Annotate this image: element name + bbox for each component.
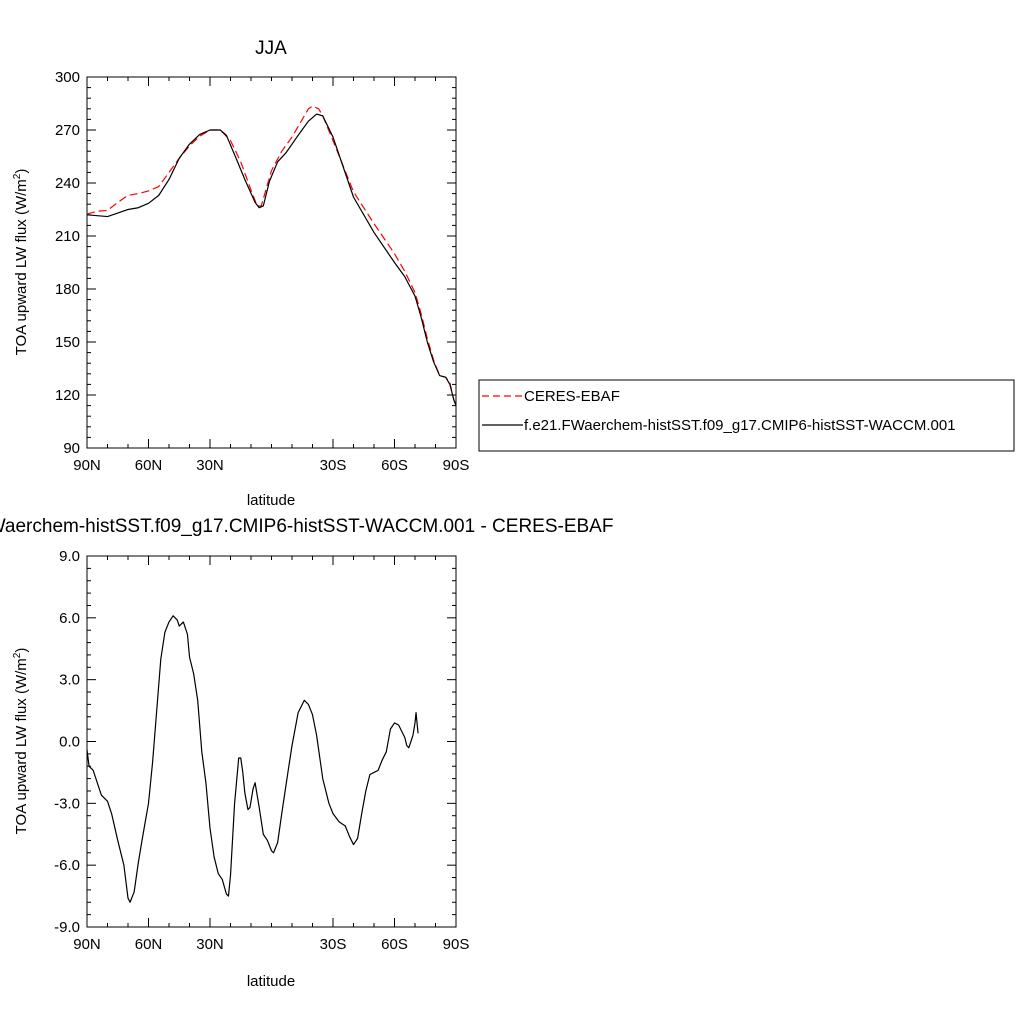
chart-bottom-series-line-0 <box>86 615 419 903</box>
y-tick-label: 90 <box>63 440 80 457</box>
chart-top-ylabel-sup: 2 <box>12 173 23 179</box>
x-tick-label: 30S <box>320 936 347 953</box>
chart-bottom-frame <box>86 555 457 928</box>
chart-bottom-lines <box>86 615 419 903</box>
chart-top-lines <box>86 105 457 406</box>
x-tick-label: 60N <box>135 457 163 474</box>
x-tick-label: 90S <box>443 936 470 953</box>
x-tick-label: 90N <box>73 936 101 953</box>
chart-bottom-ylabel-sup: 2 <box>12 652 23 658</box>
y-tick-label: 270 <box>55 122 80 139</box>
y-tick-label: 210 <box>55 228 80 245</box>
y-tick-label: -6.0 <box>54 857 80 874</box>
y-tick-label: 240 <box>55 175 80 192</box>
chart-top-series-line-0 <box>86 105 457 405</box>
y-tick-label: 3.0 <box>59 672 80 689</box>
y-tick-label: 150 <box>55 334 80 351</box>
legend: CERES-EBAF f.e21.FWaerchem-histSST.f09_g… <box>478 379 1015 452</box>
x-tick-label: 60S <box>381 457 408 474</box>
chart-top-frame <box>86 76 457 449</box>
x-tick-label: 60N <box>135 936 163 953</box>
x-tick-label: 30S <box>320 457 347 474</box>
legend-box <box>478 379 1015 452</box>
x-tick-label: 90S <box>443 457 470 474</box>
x-tick-label: 60S <box>381 936 408 953</box>
y-tick-label: -3.0 <box>54 795 80 812</box>
legend-label-model: f.e21.FWaerchem-histSST.f09_g17.CMIP6-hi… <box>524 417 956 434</box>
chart-top-ylabel-main: TOA upward LW flux (W/m <box>13 179 30 355</box>
chart-bottom: f.e21.FWaerchem-histSST.f09_g17.CMIP6-hi… <box>0 516 613 990</box>
chart-top-series-line-1 <box>86 113 457 406</box>
chart-top-ylabel: TOA upward LW flux (W/m2) <box>12 169 30 356</box>
legend-label-ceres: CERES-EBAF <box>524 388 620 405</box>
x-tick-label: 30N <box>196 936 224 953</box>
chart-top: JJA 90N 60N 30N 30S 60S 90S 90 120 150 180 210 240 2… <box>12 38 469 509</box>
chart-bottom-xlabel: latitude <box>247 973 295 990</box>
chart-bottom-ylabel-tail: ) <box>13 648 30 653</box>
y-tick-label: 9.0 <box>59 548 80 565</box>
y-tick-label: 120 <box>55 387 80 404</box>
y-tick-label: 0.0 <box>59 734 80 751</box>
y-tick-label: -9.0 <box>54 919 80 936</box>
chart-top-ticks: 90N 60N 30N 30S 60S 90S 90 120 150 180 210 240 270 30… <box>55 69 469 474</box>
chart-top-ylabel-tail: ) <box>13 169 30 174</box>
y-tick-label: 300 <box>55 69 80 86</box>
x-tick-label: 30N <box>196 457 224 474</box>
y-tick-label: 6.0 <box>59 610 80 627</box>
chart-bottom-ylabel: TOA upward LW flux (W/m2) <box>12 648 30 835</box>
chart-top-title: JJA <box>255 38 287 59</box>
y-tick-label: 180 <box>55 281 80 298</box>
chart-bottom-ylabel-main: TOA upward LW flux (W/m <box>13 658 30 834</box>
chart-top-xlabel: latitude <box>247 492 295 509</box>
x-tick-label: 90N <box>73 457 101 474</box>
chart-bottom-ticks: 90N 60N 30N 30S 60S 90S -9.0 -6.0 -3.0 0.0 3.0 6.0 9… <box>54 548 469 953</box>
chart-bottom-title: f.e21.FWaerchem-histSST.f09_g17.CMIP6-hi… <box>0 516 613 537</box>
